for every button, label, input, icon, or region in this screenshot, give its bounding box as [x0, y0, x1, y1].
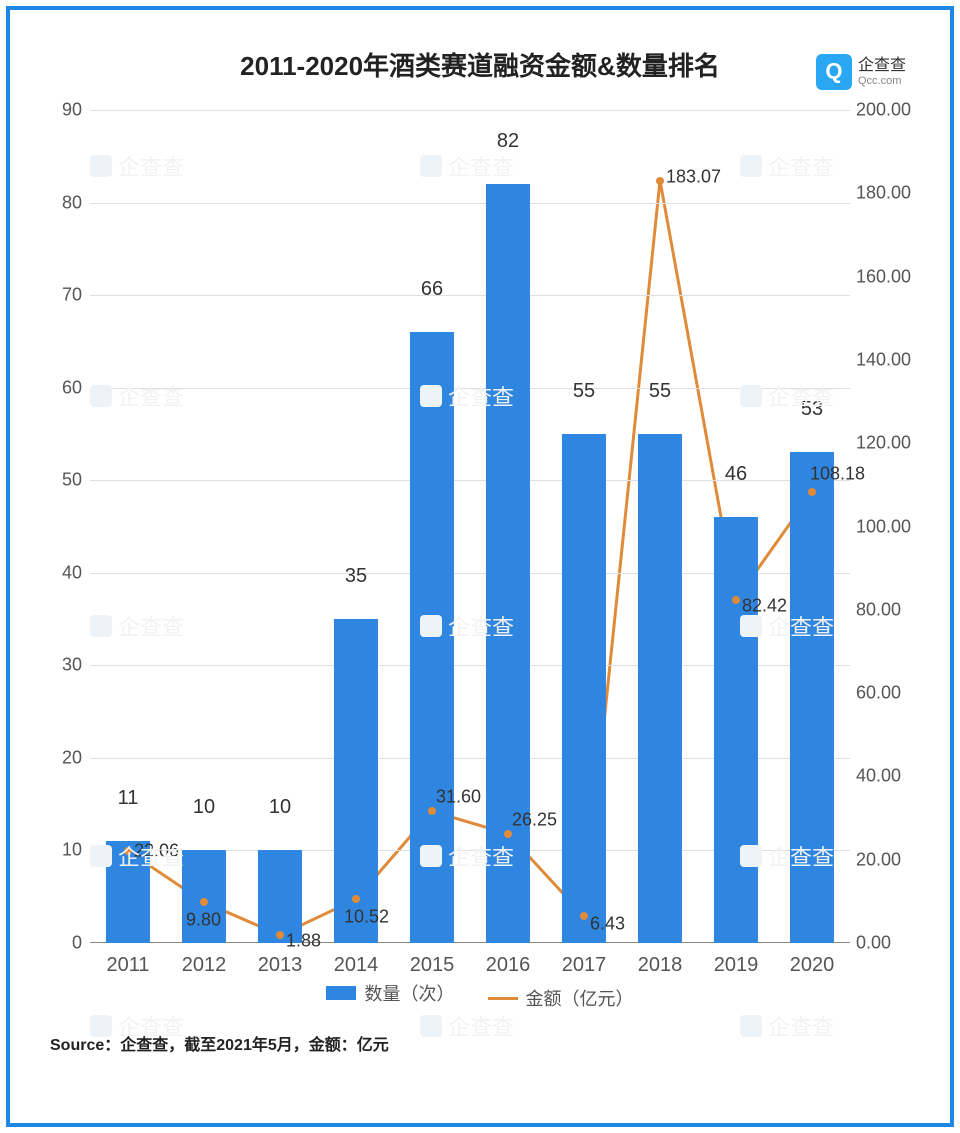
y-left-tick: 90 — [42, 100, 82, 121]
y-right-tick: 100.00 — [856, 516, 924, 537]
bar — [714, 517, 758, 943]
line-value-label: 82.42 — [742, 595, 787, 616]
y-left-tick: 0 — [42, 933, 82, 954]
line-value-label: 31.60 — [436, 787, 481, 808]
y-right-tick: 20.00 — [856, 849, 924, 870]
y-left-tick: 80 — [42, 192, 82, 213]
bar — [410, 332, 454, 943]
x-tick-label: 2020 — [790, 954, 835, 977]
line-marker — [200, 898, 208, 906]
line-value-label: 9.80 — [186, 910, 221, 931]
y-right-tick: 140.00 — [856, 349, 924, 370]
line-marker — [428, 807, 436, 815]
bar-slot: 102012 — [166, 110, 242, 943]
line-marker — [656, 177, 664, 185]
line-value-label: 22.06 — [134, 841, 179, 862]
bar-slot: 662015 — [394, 110, 470, 943]
brand-text: 企查查 Qcc.com — [858, 57, 906, 87]
y-left-tick: 30 — [42, 655, 82, 676]
chart-container: 2011-2020年酒类赛道融资金额&数量排名 企查查 Qcc.com 0102… — [30, 30, 930, 1103]
source-text: Source：企查查，截至2021年5月，金额：亿元 — [50, 1031, 389, 1055]
bar-value-label: 55 — [573, 380, 595, 407]
legend-swatch-bar — [326, 986, 356, 1000]
y-left-tick: 20 — [42, 747, 82, 768]
y-right-tick: 120.00 — [856, 433, 924, 454]
brand-domain: Qcc.com — [858, 75, 906, 87]
bar-slot: 552018 — [622, 110, 698, 943]
y-right-tick: 0.00 — [856, 933, 924, 954]
legend-swatch-line — [488, 997, 518, 1000]
bar-slot: 102013 — [242, 110, 318, 943]
line-value-label: 10.52 — [344, 907, 389, 928]
bar-slot: 532020 — [774, 110, 850, 943]
line-marker — [808, 488, 816, 496]
plot-area: 01020304050607080900.0020.0040.0060.0080… — [90, 110, 850, 943]
bar-value-label: 11 — [118, 787, 139, 814]
y-right-tick: 40.00 — [856, 766, 924, 787]
bar-value-label: 53 — [801, 398, 823, 425]
bar-slot: 552017 — [546, 110, 622, 943]
bar-slot: 462019 — [698, 110, 774, 943]
line-marker — [580, 912, 588, 920]
bar — [562, 434, 606, 943]
legend-label-bar: 数量（次） — [364, 980, 454, 1006]
line-marker — [732, 596, 740, 604]
line-value-label: 6.43 — [590, 914, 625, 935]
x-tick-label: 2014 — [334, 954, 379, 977]
y-left-tick: 60 — [42, 377, 82, 398]
x-tick-label: 2019 — [714, 954, 759, 977]
y-right-tick: 80.00 — [856, 599, 924, 620]
line-value-label: 183.07 — [666, 166, 721, 187]
line-value-label: 26.25 — [512, 809, 557, 830]
line-value-label: 108.18 — [810, 464, 865, 485]
bar-value-label: 35 — [345, 565, 367, 592]
x-tick-label: 2012 — [182, 954, 227, 977]
line-marker — [352, 895, 360, 903]
bar — [258, 850, 302, 943]
x-tick-label: 2015 — [410, 954, 455, 977]
legend-label-line: 金额（亿元） — [526, 985, 634, 1011]
y-right-tick: 200.00 — [856, 100, 924, 121]
y-left-tick: 70 — [42, 285, 82, 306]
y-left-tick: 40 — [42, 562, 82, 583]
qcc-icon — [816, 54, 852, 90]
x-tick-label: 2016 — [486, 954, 531, 977]
line-marker — [124, 847, 132, 855]
bar-value-label: 46 — [725, 463, 747, 490]
line-marker — [504, 830, 512, 838]
bar-value-label: 10 — [269, 796, 291, 823]
chart-title: 2011-2020年酒类赛道融资金额&数量排名 — [30, 30, 930, 93]
brand-name: 企查查 — [858, 57, 906, 75]
line-value-label: 1.88 — [286, 931, 321, 952]
x-tick-label: 2011 — [106, 954, 149, 977]
brand-logo: 企查查 Qcc.com — [816, 54, 906, 90]
bar-slot: 112011 — [90, 110, 166, 943]
legend-item-line: 金额（亿元） — [488, 985, 634, 1011]
y-right-tick: 180.00 — [856, 183, 924, 204]
bar — [638, 434, 682, 943]
x-tick-label: 2013 — [258, 954, 303, 977]
x-tick-label: 2017 — [562, 954, 607, 977]
bar-value-label: 55 — [649, 380, 671, 407]
bar-value-label: 82 — [497, 130, 519, 157]
legend: 数量（次） 金额（亿元） — [30, 980, 930, 1012]
y-left-tick: 50 — [42, 470, 82, 491]
line-marker — [276, 931, 284, 939]
bar-value-label: 66 — [421, 278, 443, 305]
y-right-tick: 160.00 — [856, 266, 924, 287]
y-left-tick: 10 — [42, 840, 82, 861]
x-tick-label: 2018 — [638, 954, 683, 977]
chart-border: 2011-2020年酒类赛道融资金额&数量排名 企查查 Qcc.com 0102… — [6, 6, 954, 1127]
bar — [790, 452, 834, 943]
bar-value-label: 10 — [193, 796, 215, 823]
legend-item-bar: 数量（次） — [326, 980, 454, 1006]
y-right-tick: 60.00 — [856, 683, 924, 704]
bar-slot: 352014 — [318, 110, 394, 943]
